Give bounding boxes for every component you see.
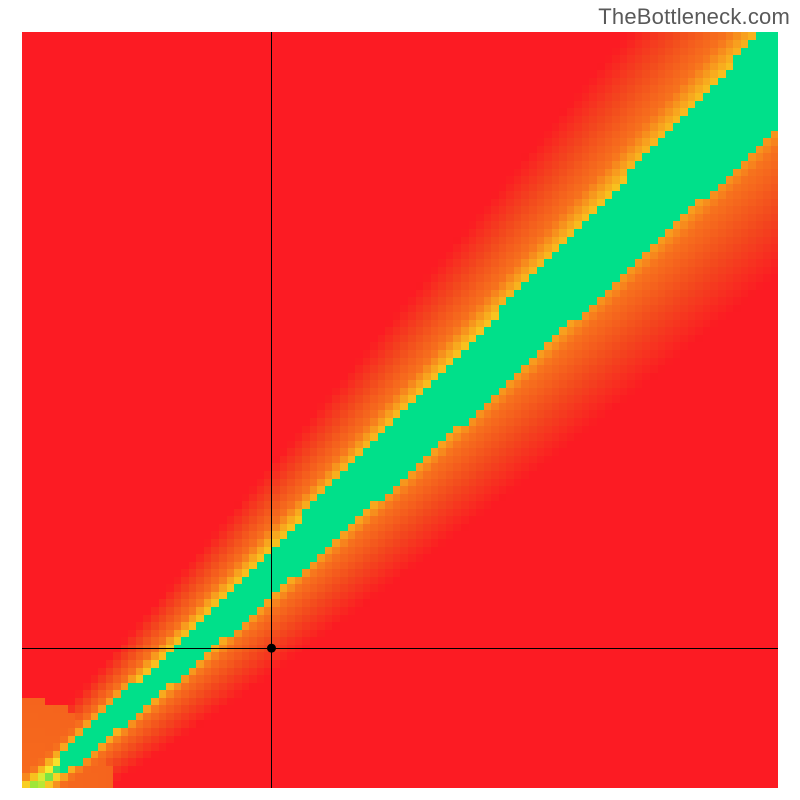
watermark-text: TheBottleneck.com xyxy=(598,4,790,30)
bottleneck-heatmap xyxy=(22,32,778,788)
chart-container: { "watermark": { "text": "TheBottleneck.… xyxy=(0,0,800,800)
